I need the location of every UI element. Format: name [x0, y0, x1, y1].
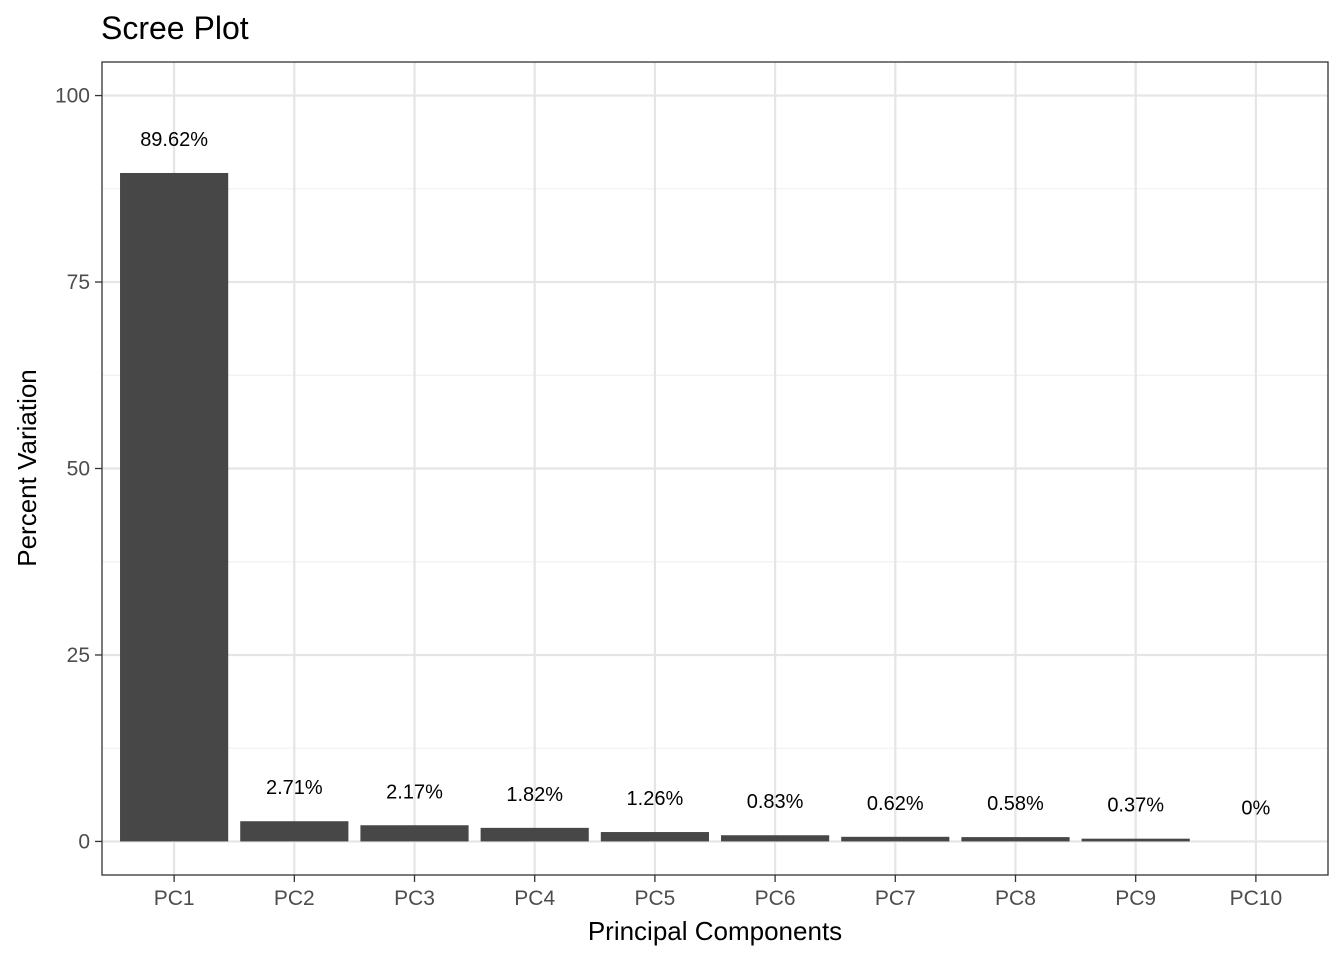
chart-title: Scree Plot	[101, 10, 249, 46]
data-label-pc7: 0.62%	[867, 793, 924, 815]
x-axis-title: Principal Components	[588, 916, 842, 946]
x-tick-label: PC8	[995, 887, 1036, 910]
data-labels: 89.62% 2.71% 2.17% 1.82% 1.26% 0.83% 0.62% 0.58…	[140, 129, 1270, 819]
bar-pc7	[841, 836, 950, 842]
bar-pc9	[1081, 838, 1190, 842]
data-label-pc1: 89.62%	[140, 129, 208, 151]
y-axis: 0 25 50 75 100	[55, 85, 102, 853]
data-label-pc9: 0.37%	[1107, 795, 1164, 817]
x-tick-label: PC2	[274, 887, 315, 910]
x-axis: PC1 PC2 PC3 PC4 PC5 PC6 PC7 PC8 PC9 PC10	[154, 875, 1282, 910]
x-tick-label: PC3	[394, 887, 435, 910]
bar-pc1	[120, 172, 229, 842]
x-tick-label: PC4	[514, 887, 555, 910]
data-label-pc2: 2.71%	[266, 777, 323, 799]
bar-pc3	[360, 825, 469, 842]
bar-pc4	[480, 827, 589, 842]
minor-grid	[102, 188, 1328, 749]
data-label-pc6: 0.83%	[747, 791, 804, 813]
y-tick-label: 75	[67, 271, 90, 294]
bar-pc5	[600, 832, 709, 842]
bar-pc6	[721, 835, 830, 842]
y-tick-label: 0	[78, 830, 90, 853]
bars	[120, 172, 1190, 842]
x-tick-label: PC9	[1115, 887, 1156, 910]
x-tick-label: PC7	[875, 887, 916, 910]
data-label-pc5: 1.26%	[627, 788, 684, 810]
bar-pc2	[240, 821, 349, 842]
x-tick-label: PC10	[1230, 887, 1283, 910]
y-axis-title: Percent Variation	[12, 369, 42, 567]
bar-pc8	[961, 837, 1070, 842]
data-label-pc10: 0%	[1241, 797, 1270, 819]
y-tick-label: 100	[55, 85, 90, 108]
x-tick-label: PC5	[634, 887, 675, 910]
y-tick-label: 50	[67, 458, 90, 481]
x-tick-label: PC1	[154, 887, 195, 910]
data-label-pc4: 1.82%	[506, 784, 563, 806]
data-label-pc3: 2.17%	[386, 781, 443, 803]
y-tick-label: 25	[67, 644, 90, 667]
data-label-pc8: 0.58%	[987, 793, 1044, 815]
major-grid	[102, 62, 1328, 875]
x-tick-label: PC6	[755, 887, 796, 910]
